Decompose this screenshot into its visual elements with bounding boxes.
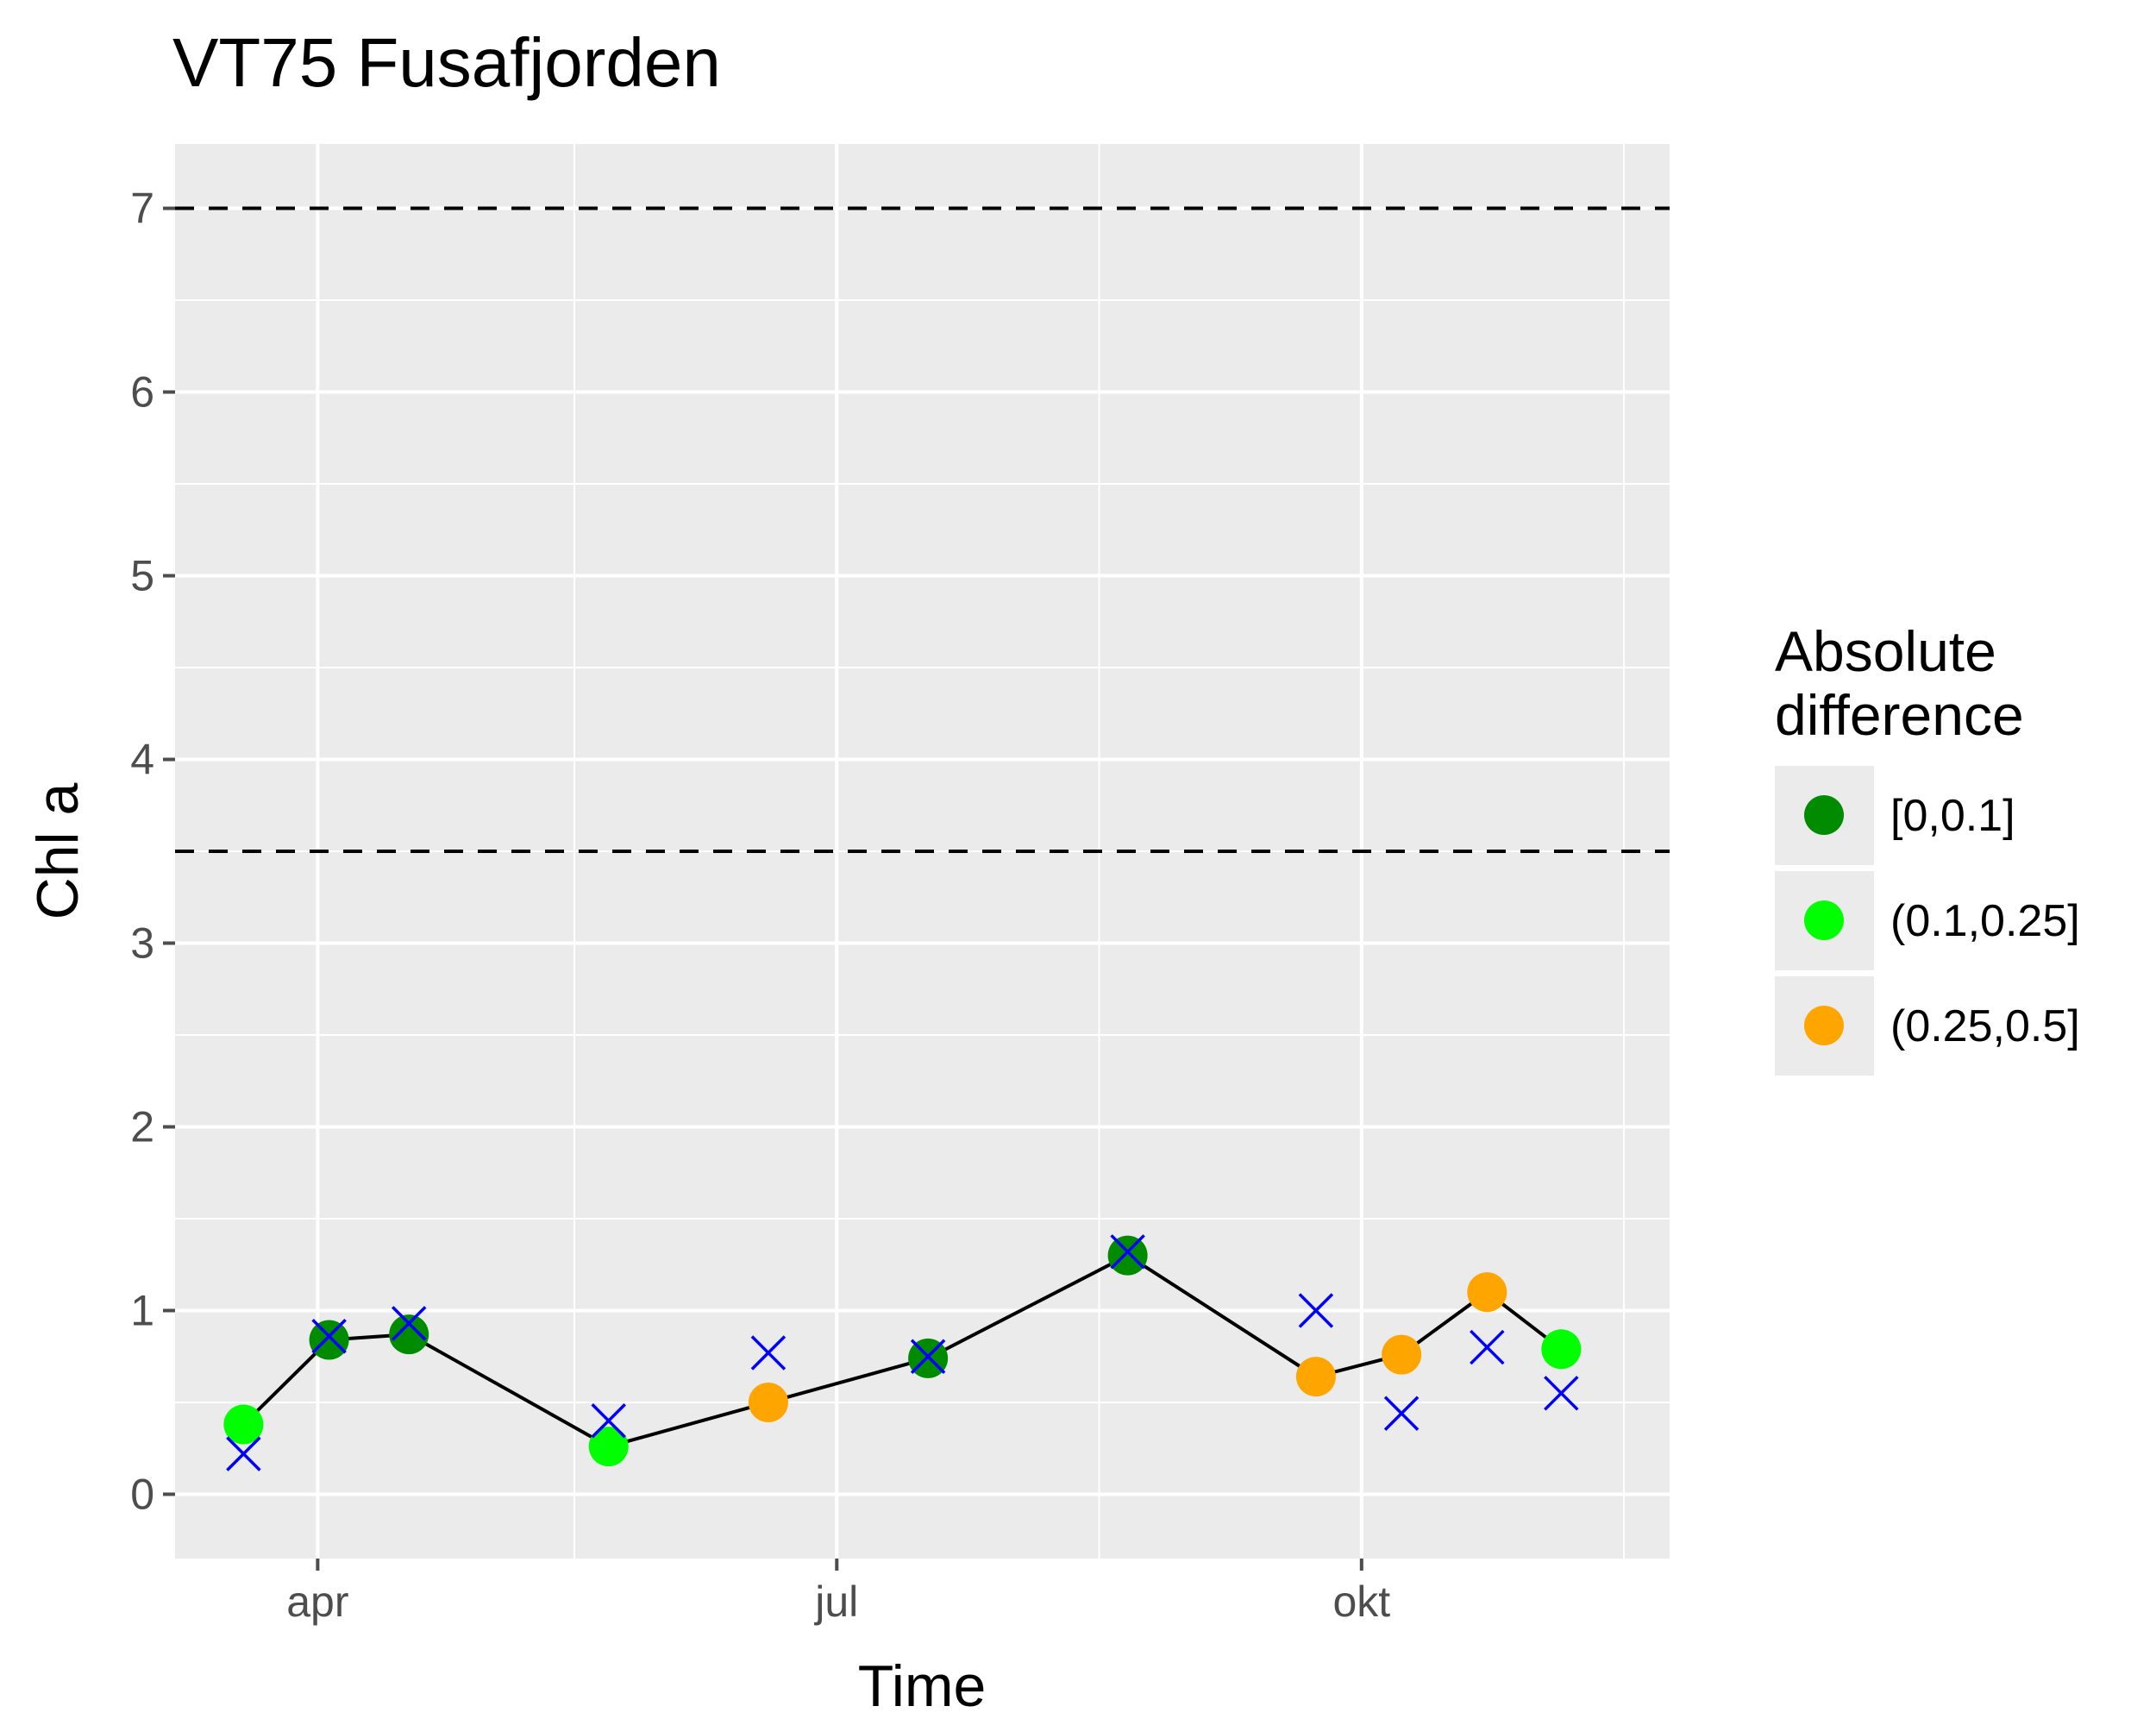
y-tick-label: 3 xyxy=(130,919,154,967)
cross-marker xyxy=(750,1335,787,1371)
chart-title: VT75 Fusafjorden xyxy=(172,24,721,101)
reference-lines xyxy=(175,206,1670,853)
x-tick-label: apr xyxy=(286,1578,348,1626)
x-tick-label: jul xyxy=(813,1578,858,1626)
cross-marker xyxy=(1110,1234,1145,1270)
data-point xyxy=(588,1427,629,1467)
legend-title-line-1: Absolute xyxy=(1775,619,1996,683)
y-tick-label: 2 xyxy=(130,1102,154,1151)
data-point xyxy=(748,1382,788,1422)
y-tick-label: 4 xyxy=(130,736,154,784)
cross-markers-group xyxy=(226,1234,1579,1471)
data-point xyxy=(1107,1235,1148,1276)
legend-title-line-2: difference xyxy=(1775,683,2024,747)
x-tick-label: okt xyxy=(1332,1578,1390,1626)
legend: Absolute difference [0,0.1] (0.1,0.25] (0.… xyxy=(1775,619,2080,1076)
legend-key-swatch xyxy=(1804,1006,1844,1045)
data-point xyxy=(389,1314,429,1355)
data-point xyxy=(223,1404,264,1445)
data-point xyxy=(1541,1329,1582,1370)
legend-entries: [0,0.1] (0.1,0.25] (0.25,0.5] xyxy=(1775,766,2080,1076)
y-tick-label: 7 xyxy=(130,185,154,233)
x-axis: apr jul okt xyxy=(286,1559,1390,1626)
legend-entry-label: (0.25,0.5] xyxy=(1890,1001,2080,1051)
y-tick-label: 5 xyxy=(130,552,154,600)
y-tick-label: 1 xyxy=(130,1286,154,1334)
data-point xyxy=(1382,1334,1422,1375)
cross-marker xyxy=(1544,1376,1579,1411)
cross-marker xyxy=(910,1339,946,1374)
cross-marker xyxy=(1298,1293,1334,1328)
y-axis: 0 1 2 3 4 5 6 7 xyxy=(130,185,175,1518)
x-axis-title: Time xyxy=(858,1653,987,1719)
legend-key-swatch xyxy=(1804,795,1844,835)
cross-marker xyxy=(311,1319,347,1354)
cross-marker xyxy=(226,1436,261,1471)
data-point xyxy=(1295,1357,1336,1397)
cross-marker xyxy=(1470,1329,1505,1365)
y-tick-label: 0 xyxy=(130,1470,154,1518)
cross-marker xyxy=(391,1306,427,1341)
legend-entry-label: (0.1,0.25] xyxy=(1890,896,2080,946)
y-axis-title: Chl a xyxy=(25,782,91,919)
cross-marker xyxy=(591,1403,626,1439)
legend-entry-label: [0,0.1] xyxy=(1890,791,2015,841)
cross-marker xyxy=(1383,1396,1420,1431)
series-points-group xyxy=(223,1235,1582,1467)
y-tick-label: 6 xyxy=(130,368,154,417)
data-point xyxy=(1467,1272,1507,1313)
legend-title: Absolute difference xyxy=(1775,619,2024,747)
legend-key-swatch xyxy=(1804,900,1844,940)
data-point xyxy=(309,1320,349,1360)
